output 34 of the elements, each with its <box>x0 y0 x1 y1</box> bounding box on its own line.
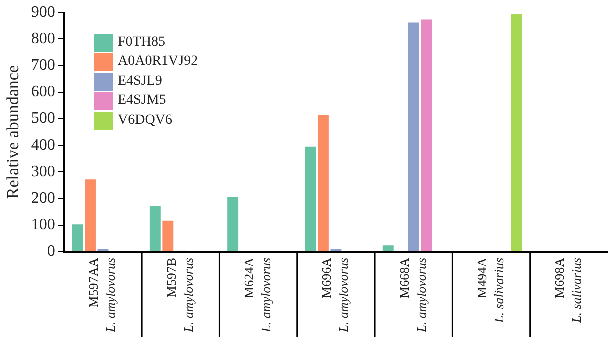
x-tick-label: M668A L. amylovorus <box>396 257 429 334</box>
bar <box>421 20 432 252</box>
y-axis-title: Relative abundance <box>4 66 23 200</box>
y-tick-label: 0 <box>47 243 56 260</box>
x-tick-label: M597AA L. amylovorus <box>86 257 118 334</box>
bar <box>85 180 96 252</box>
y-tick-label: 900 <box>31 4 56 21</box>
x-tick-label: M696A L. amylovorus <box>319 257 352 334</box>
bar <box>228 196 239 252</box>
bar <box>150 206 161 252</box>
legend-label: E4SJL9 <box>118 74 162 90</box>
y-tick-label: 300 <box>31 163 56 180</box>
y-tick-label: 400 <box>31 136 56 154</box>
bar <box>408 22 420 252</box>
legend-label: A0A0R1VJ92 <box>118 54 198 70</box>
bar <box>305 146 316 252</box>
y-tick-label: 500 <box>31 110 56 128</box>
x-tick-label: M597B L. amylovorus <box>164 258 196 334</box>
bar <box>72 224 84 252</box>
bar <box>382 246 394 252</box>
legend-label: F0TH85 <box>118 34 166 51</box>
y-tick-label: 600 <box>31 84 56 101</box>
legend-label: E4SJM5 <box>118 93 166 110</box>
legend-label: V6DQV6 <box>118 112 172 129</box>
y-tick-label: 800 <box>31 30 56 48</box>
bar <box>162 220 174 252</box>
bar <box>512 14 522 252</box>
x-tick-label: M698A L. salivarius <box>552 257 584 324</box>
y-tick-label: 100 <box>31 216 56 234</box>
y-tick-label: 700 <box>31 57 56 74</box>
bar <box>318 116 329 252</box>
x-tick-label: M494A L. salivarius <box>474 257 506 324</box>
x-tick-label: M624A L. amylovorus <box>241 257 274 334</box>
y-tick-label: 200 <box>31 190 56 208</box>
